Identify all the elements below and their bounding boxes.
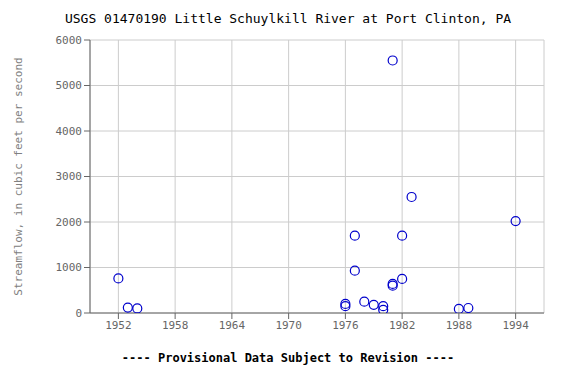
svg-text:1000: 1000 (56, 261, 83, 274)
svg-text:0: 0 (75, 307, 82, 320)
svg-text:1958: 1958 (162, 319, 189, 332)
svg-text:5000: 5000 (56, 79, 83, 92)
svg-text:6000: 6000 (56, 34, 83, 47)
html-text:---- Provisional Data Subject: ---- Provisional Data Subject to Revisio… (121, 351, 455, 365)
svg-text:1982: 1982 (389, 319, 416, 332)
svg-text:1970: 1970 (275, 319, 302, 332)
svg-text:3000: 3000 (56, 170, 83, 183)
svg-text:1994: 1994 (502, 319, 529, 332)
html-text:USGS 01470190 Little Schuylkil: USGS 01470190 Little Schuylkill River at… (64, 11, 512, 26)
svg-text:1952: 1952 (105, 319, 132, 332)
svg-text:2000: 2000 (56, 216, 83, 229)
svg-text:Streamflow, in cubic feet per: Streamflow, in cubic feet per second (12, 57, 25, 295)
svg-text:1988: 1988 (446, 319, 473, 332)
svg-text:1976: 1976 (332, 319, 359, 332)
svg-text:1964: 1964 (219, 319, 246, 332)
svg-text:4000: 4000 (56, 125, 83, 138)
